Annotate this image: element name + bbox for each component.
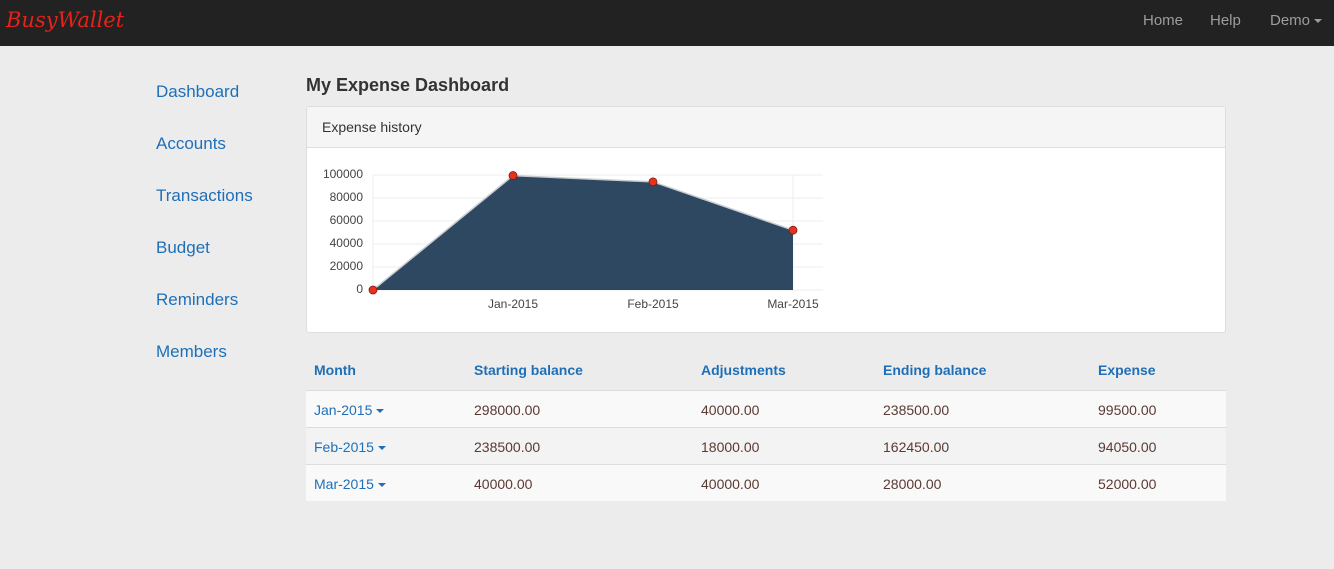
table-cell: 94050.00 <box>1098 439 1157 455</box>
table-cell: 298000.00 <box>474 402 541 418</box>
column-header[interactable]: Month <box>314 362 356 378</box>
y-tick-label: 100000 <box>323 167 363 181</box>
nav-dropdown[interactable]: Demo <box>1270 12 1323 29</box>
table-cell: 40000.00 <box>701 476 760 492</box>
caret <box>1314 19 1323 24</box>
chart: 0 20000 40000 60000 80000 100000 Jan-2015 Feb-2… <box>323 167 823 311</box>
table-cell: 40000.00 <box>701 402 760 418</box>
table-cell: 52000.00 <box>1098 476 1157 492</box>
area <box>373 175 793 290</box>
sidebar-link[interactable]: Members <box>156 342 227 361</box>
table-cell: 18000.00 <box>701 439 760 455</box>
month-link[interactable]: Jan-2015 <box>314 402 385 418</box>
area-line <box>372 174 794 291</box>
table-cell: 40000.00 <box>474 476 533 492</box>
nav-link[interactable]: Home <box>1143 12 1184 29</box>
x-tick-label: Mar-2015 <box>767 297 819 311</box>
table-row: Mar-2015 40000.00 40000.00 28000.00 52000.00 <box>306 464 1226 501</box>
nav-link[interactable]: Help <box>1210 12 1241 29</box>
month-link[interactable]: Mar-2015 <box>314 476 386 492</box>
point <box>368 285 378 295</box>
table-cell: 238500.00 <box>883 402 950 418</box>
point <box>508 171 518 180</box>
table-cell: 99500.00 <box>1098 402 1157 418</box>
caret <box>377 446 386 451</box>
nav-link[interactable]: Demo <box>1270 12 1311 29</box>
y-tick-label: 60000 <box>330 213 364 227</box>
table-cell: 238500.00 <box>474 439 541 455</box>
table-cell: 162450.00 <box>883 439 950 455</box>
month-text[interactable]: Feb-2015 <box>314 439 374 455</box>
sidebar-link[interactable]: Transactions <box>156 186 253 205</box>
page-title: My Expense Dashboard <box>306 75 510 95</box>
brand[interactable]: BusyWallet <box>6 8 125 32</box>
table-cell: 28000.00 <box>883 476 942 492</box>
table-row: Feb-2015 238500.00 18000.00 162450.00 94050.… <box>306 427 1226 464</box>
month-text[interactable]: Jan-2015 <box>314 402 373 418</box>
x-tick-label: Feb-2015 <box>627 297 679 311</box>
panel-title: Expense history <box>322 119 422 135</box>
table-row: Jan-2015 298000.00 40000.00 238500.00 99500.… <box>306 390 1226 427</box>
y-tick-label: 20000 <box>330 259 364 273</box>
month-text[interactable]: Mar-2015 <box>314 476 374 492</box>
panel: Expense history 0 20000 40000 60000 80000 100… <box>306 106 1226 333</box>
x-tick-label: Jan-2015 <box>488 297 538 311</box>
column-header[interactable]: Starting balance <box>474 362 583 378</box>
column-header[interactable]: Adjustments <box>701 362 786 378</box>
column-header[interactable]: Ending balance <box>883 362 987 378</box>
panel-header: Expense history <box>307 107 1225 148</box>
sidebar-link[interactable]: Dashboard <box>156 82 240 101</box>
column-header[interactable]: Expense <box>1098 362 1156 378</box>
month-link[interactable]: Feb-2015 <box>314 439 386 455</box>
sidebar-link[interactable]: Budget <box>156 238 210 257</box>
point <box>648 177 658 187</box>
caret <box>376 409 385 414</box>
y-tick-label: 80000 <box>330 190 364 204</box>
caret <box>377 483 386 488</box>
sidebar-link[interactable]: Accounts <box>156 134 226 153</box>
y-tick-label: 0 <box>356 282 363 296</box>
point <box>788 225 798 235</box>
y-tick-label: 40000 <box>330 236 364 250</box>
navbar: BusyWallet Home Help Demo <box>0 0 1334 46</box>
sidebar-link[interactable]: Reminders <box>156 290 239 309</box>
